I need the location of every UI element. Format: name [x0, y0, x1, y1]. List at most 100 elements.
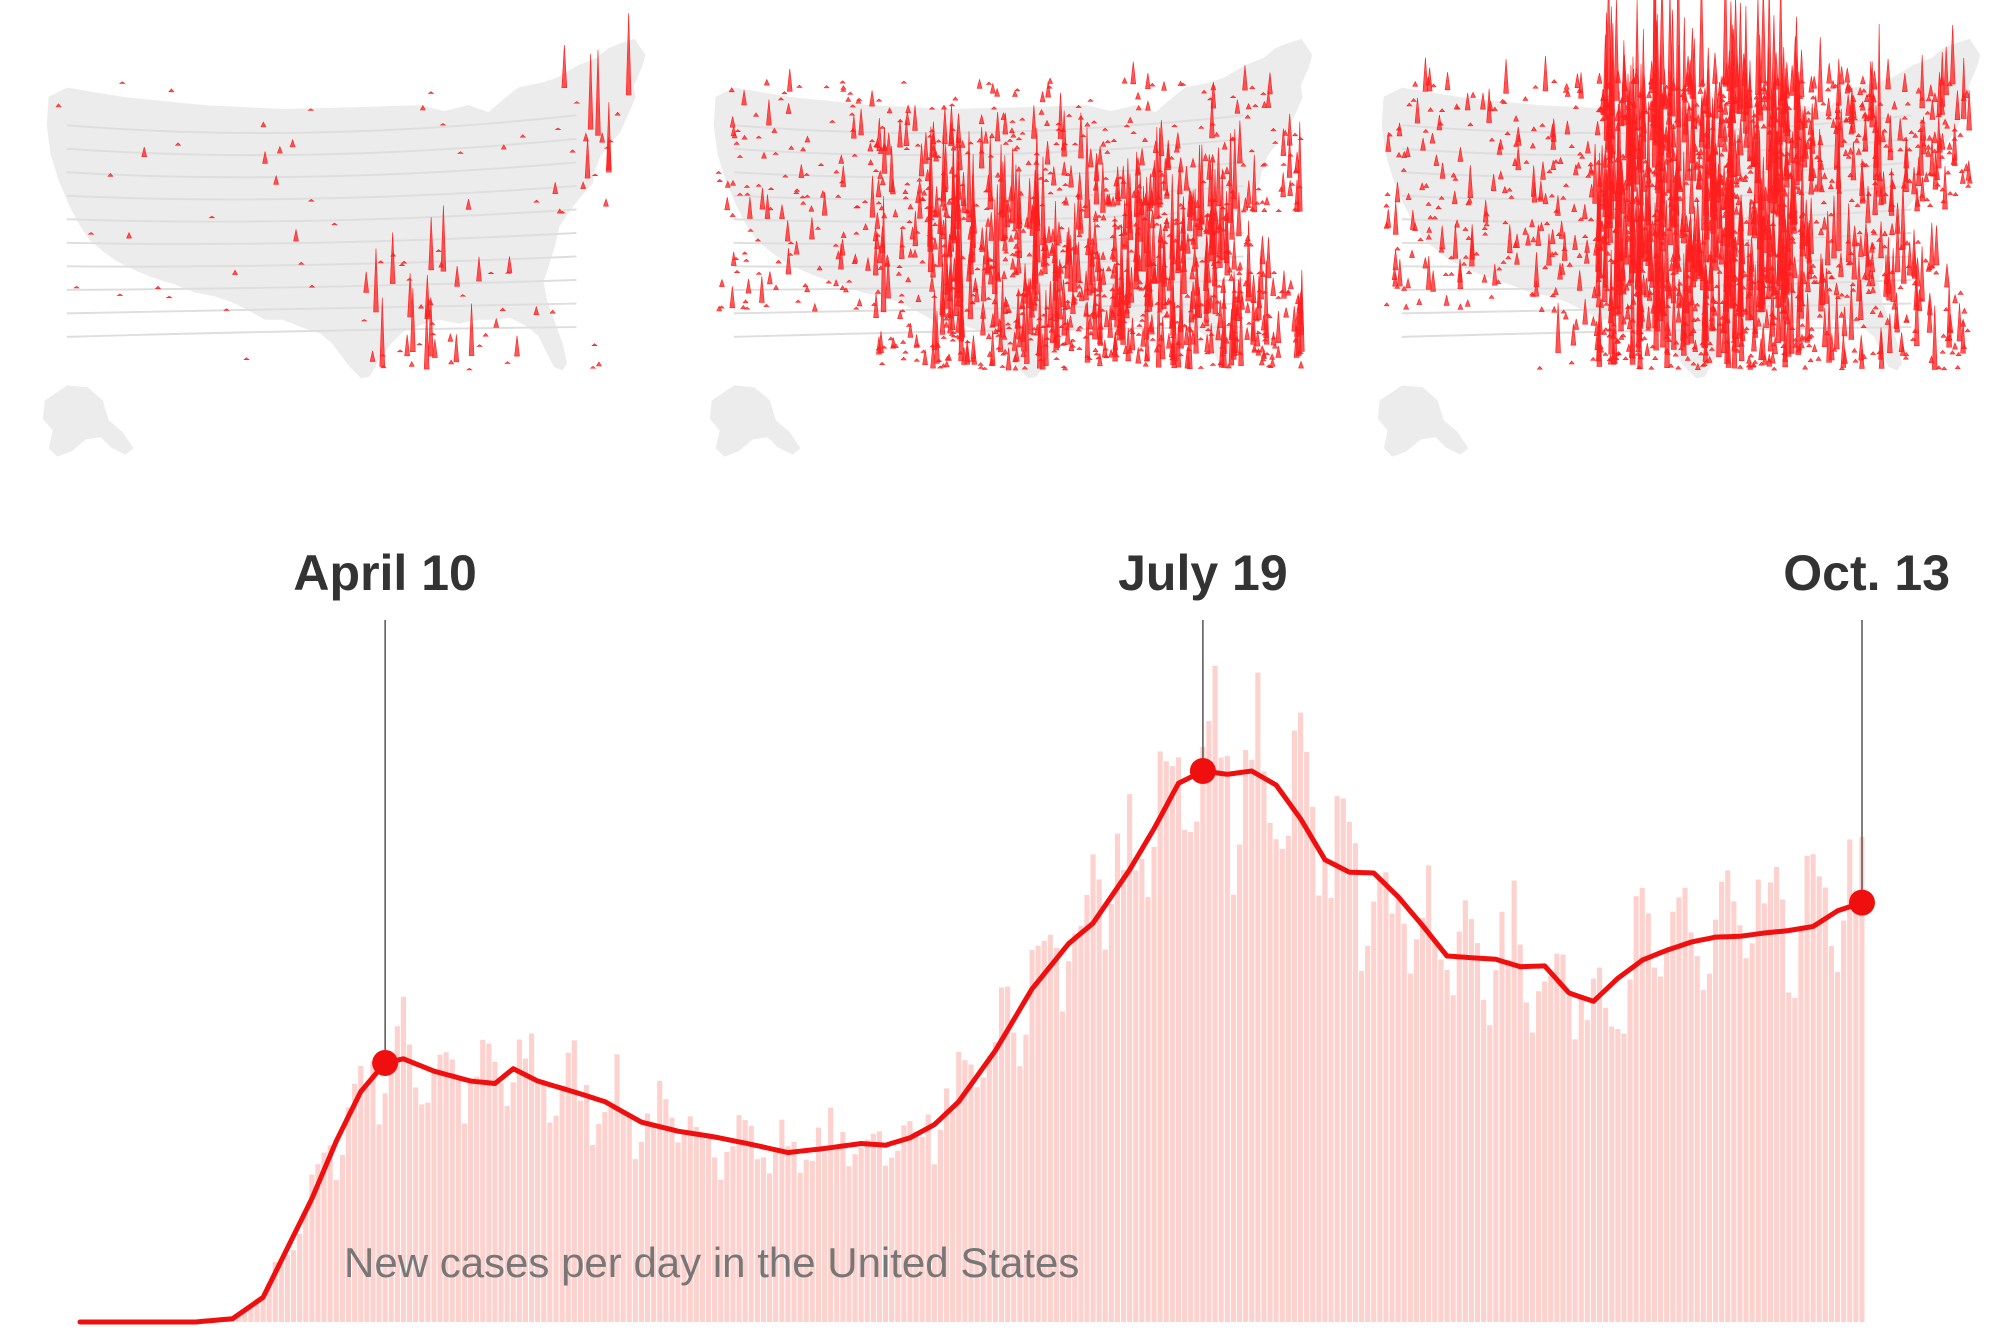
daily-bar	[937, 1129, 943, 1322]
case-spike	[913, 358, 920, 362]
case-spike	[977, 362, 984, 366]
case-spike	[1657, 164, 1664, 171]
case-spike	[1592, 143, 1598, 204]
case-spike	[1804, 293, 1811, 341]
case-spike	[1260, 91, 1267, 95]
case-spike	[1177, 80, 1184, 86]
case-spike	[1019, 292, 1026, 310]
case-spike	[1780, 343, 1787, 348]
case-spike	[932, 222, 939, 226]
case-spike	[1403, 303, 1410, 310]
case-spike	[1733, 173, 1740, 185]
case-spike	[755, 183, 762, 187]
case-spike	[1162, 158, 1169, 191]
case-spike	[1190, 157, 1196, 168]
daily-bar	[748, 1125, 754, 1322]
case-spike	[1229, 199, 1235, 240]
case-spike	[1420, 137, 1426, 151]
case-spike	[997, 324, 1004, 353]
case-spike	[1076, 283, 1083, 289]
case-spike	[1204, 328, 1212, 332]
case-spike	[1657, 154, 1664, 322]
daily-bar	[767, 1173, 773, 1322]
case-spike	[1135, 347, 1142, 364]
daily-bar	[1047, 934, 1053, 1322]
case-spike	[1533, 280, 1540, 297]
case-spike	[942, 184, 949, 193]
case-spike	[1034, 127, 1040, 221]
case-spike	[918, 143, 925, 177]
case-spike	[1643, 110, 1650, 114]
case-spike	[1860, 197, 1867, 202]
case-spike	[897, 119, 903, 148]
case-spike	[740, 304, 747, 309]
case-spike	[1465, 235, 1472, 240]
case-spike	[1793, 185, 1800, 190]
daily-bar	[1255, 672, 1261, 1322]
case-spike	[934, 310, 940, 364]
case-spike	[1629, 236, 1636, 365]
case-spike	[853, 306, 860, 310]
case-spike	[1093, 162, 1100, 205]
case-spike	[1756, 129, 1763, 250]
case-spike	[428, 297, 434, 357]
case-spike	[1897, 285, 1904, 290]
case-spike	[1050, 166, 1057, 186]
daily-bar	[669, 1117, 675, 1322]
case-spike	[1742, 175, 1749, 182]
case-spike	[1644, 182, 1651, 188]
case-spike	[1728, 172, 1734, 236]
case-spike	[1205, 288, 1212, 313]
case-spike	[1796, 185, 1802, 194]
case-spike	[1678, 295, 1685, 307]
case-spike	[1001, 332, 1008, 340]
case-spike	[1952, 342, 1958, 350]
case-spike	[1394, 182, 1401, 203]
case-spike	[1618, 99, 1625, 127]
case-spike	[763, 78, 770, 86]
case-spike	[1127, 292, 1134, 296]
case-spike	[845, 96, 852, 102]
case-spike	[1867, 106, 1874, 111]
case-spike	[1929, 99, 1936, 120]
case-spike	[868, 139, 876, 143]
case-spike	[1460, 261, 1468, 266]
daily-bar	[687, 1116, 693, 1322]
case-spike	[924, 169, 931, 182]
case-spike	[1269, 357, 1276, 367]
case-spike	[1871, 231, 1878, 235]
case-spike	[766, 99, 772, 126]
case-spike	[1673, 260, 1679, 275]
case-spike	[935, 139, 942, 143]
case-spike	[1731, 87, 1737, 100]
case-spike	[1946, 141, 1953, 150]
case-spike	[1142, 361, 1149, 367]
daily-bar	[541, 1083, 547, 1322]
daily-bar	[864, 1139, 870, 1322]
case-spike	[963, 308, 971, 312]
case-spike	[1497, 170, 1504, 180]
case-spike	[730, 179, 736, 186]
case-spike	[1116, 224, 1124, 228]
case-spike	[1020, 349, 1027, 357]
case-spike	[1293, 201, 1301, 205]
case-spike	[1076, 172, 1083, 200]
case-spike	[1270, 127, 1277, 132]
case-spike	[785, 103, 792, 114]
case-spike	[1944, 263, 1950, 288]
case-spike	[1705, 47, 1712, 118]
case-spike	[1480, 92, 1486, 110]
case-spike	[482, 332, 489, 337]
case-spike	[763, 303, 770, 307]
case-spike	[787, 241, 795, 245]
case-spike	[851, 115, 857, 139]
case-spike	[1035, 200, 1041, 263]
daily-bar	[1365, 946, 1371, 1322]
case-spike	[1723, 101, 1730, 106]
case-spike	[1425, 76, 1432, 86]
daily-bar	[260, 1297, 266, 1322]
case-spike	[1438, 245, 1445, 253]
case-spike	[1770, 206, 1777, 214]
case-spike	[1138, 347, 1145, 352]
case-spike	[903, 147, 910, 150]
